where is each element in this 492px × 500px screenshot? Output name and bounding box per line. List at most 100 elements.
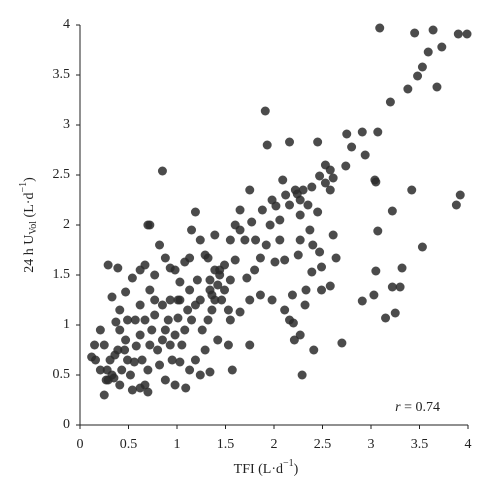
point (150, 310, 160, 320)
y-tick-label: 2.5 (53, 167, 71, 182)
point (387, 206, 397, 216)
point (130, 315, 140, 325)
point (285, 315, 295, 325)
point (307, 182, 317, 192)
point (195, 235, 205, 245)
point (127, 385, 137, 395)
point (155, 240, 165, 250)
point (107, 292, 117, 302)
point (150, 270, 160, 280)
point (192, 275, 202, 285)
point (225, 275, 235, 285)
point (167, 355, 177, 365)
point (150, 295, 160, 305)
point (111, 317, 121, 327)
point (170, 265, 180, 275)
point (217, 295, 227, 305)
point (270, 257, 280, 267)
x-tick-label: 1 (174, 437, 181, 452)
point (195, 295, 205, 305)
point (462, 29, 472, 39)
point (313, 207, 323, 217)
point (227, 365, 237, 375)
point (145, 285, 155, 295)
point (260, 106, 270, 116)
point (207, 290, 217, 300)
point (131, 341, 141, 351)
point (255, 290, 265, 300)
point (341, 161, 351, 171)
point (407, 185, 417, 195)
point (297, 370, 307, 380)
point (285, 137, 295, 147)
point (235, 205, 245, 215)
point (295, 195, 305, 205)
point (262, 140, 272, 150)
point (245, 295, 255, 305)
point (90, 340, 100, 350)
point (432, 82, 442, 92)
point (275, 235, 285, 245)
point (200, 345, 210, 355)
point (371, 266, 381, 276)
y-tick-label: 1.5 (53, 267, 71, 282)
point (397, 263, 407, 273)
point (257, 205, 267, 215)
point (250, 265, 260, 275)
point (309, 345, 319, 355)
point (235, 307, 245, 317)
point (155, 360, 165, 370)
point (337, 338, 347, 348)
y-tick-label: 4 (63, 17, 70, 32)
point (331, 253, 341, 263)
point (160, 253, 170, 263)
point (285, 200, 295, 210)
point (143, 365, 153, 375)
point (325, 185, 335, 195)
point (103, 260, 113, 270)
point (147, 325, 157, 335)
point (175, 357, 185, 367)
y-tick-label: 3 (63, 117, 70, 132)
point (113, 263, 123, 273)
point (115, 325, 125, 335)
point (99, 340, 109, 350)
point (205, 367, 215, 377)
point (123, 315, 133, 325)
point (371, 177, 381, 187)
point (203, 315, 213, 325)
x-tick-label: 2.5 (314, 437, 332, 452)
point (245, 185, 255, 195)
point (255, 253, 265, 263)
point (120, 345, 130, 355)
point (230, 220, 240, 230)
y-tick-label: 0 (63, 417, 70, 432)
point (301, 285, 311, 295)
point (140, 315, 150, 325)
point (305, 225, 315, 235)
point (113, 345, 123, 355)
point (165, 340, 175, 350)
point (287, 290, 297, 300)
point (203, 253, 213, 263)
point (223, 305, 233, 315)
point (170, 330, 180, 340)
point (185, 253, 195, 263)
point (135, 265, 145, 275)
point (187, 225, 197, 235)
point (347, 142, 357, 152)
point (390, 308, 400, 318)
point (91, 355, 101, 365)
point (328, 173, 338, 183)
point (225, 235, 235, 245)
point (240, 235, 250, 245)
point (177, 340, 187, 350)
point (423, 47, 433, 57)
point (195, 370, 205, 380)
point (373, 127, 383, 137)
point (170, 380, 180, 390)
point (300, 300, 310, 310)
point (115, 380, 125, 390)
point (295, 235, 305, 245)
point (135, 300, 145, 310)
